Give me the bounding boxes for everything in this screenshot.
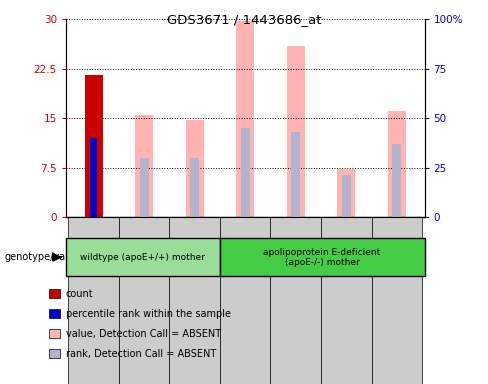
Text: value, Detection Call = ABSENT: value, Detection Call = ABSENT	[66, 329, 221, 339]
Bar	[342, 175, 351, 217]
Bar	[119, 217, 169, 384]
Text: genotype/variation: genotype/variation	[5, 252, 98, 262]
Bar	[236, 20, 254, 217]
Bar	[241, 128, 250, 217]
Bar	[270, 217, 321, 384]
Text: GDS3671 / 1443686_at: GDS3671 / 1443686_at	[167, 13, 321, 26]
Bar	[135, 115, 153, 217]
Text: apolipoprotein E-deficient
(apoE-/-) mother: apolipoprotein E-deficient (apoE-/-) mot…	[264, 248, 381, 267]
Bar	[371, 217, 422, 384]
Text: wildtype (apoE+/+) mother: wildtype (apoE+/+) mother	[81, 253, 205, 262]
Bar	[291, 132, 300, 217]
Bar	[169, 217, 220, 384]
Bar	[392, 144, 401, 217]
Bar	[186, 120, 203, 217]
Bar	[90, 138, 98, 217]
Bar	[68, 217, 119, 384]
Bar	[220, 217, 270, 384]
Bar	[388, 111, 406, 217]
Bar	[337, 169, 355, 217]
Text: percentile rank within the sample: percentile rank within the sample	[66, 309, 231, 319]
Bar	[321, 217, 371, 384]
Text: rank, Detection Call = ABSENT: rank, Detection Call = ABSENT	[66, 349, 216, 359]
Bar	[287, 46, 305, 217]
Bar	[85, 75, 102, 217]
Bar	[140, 158, 149, 217]
Bar	[190, 158, 199, 217]
Text: count: count	[66, 289, 94, 299]
